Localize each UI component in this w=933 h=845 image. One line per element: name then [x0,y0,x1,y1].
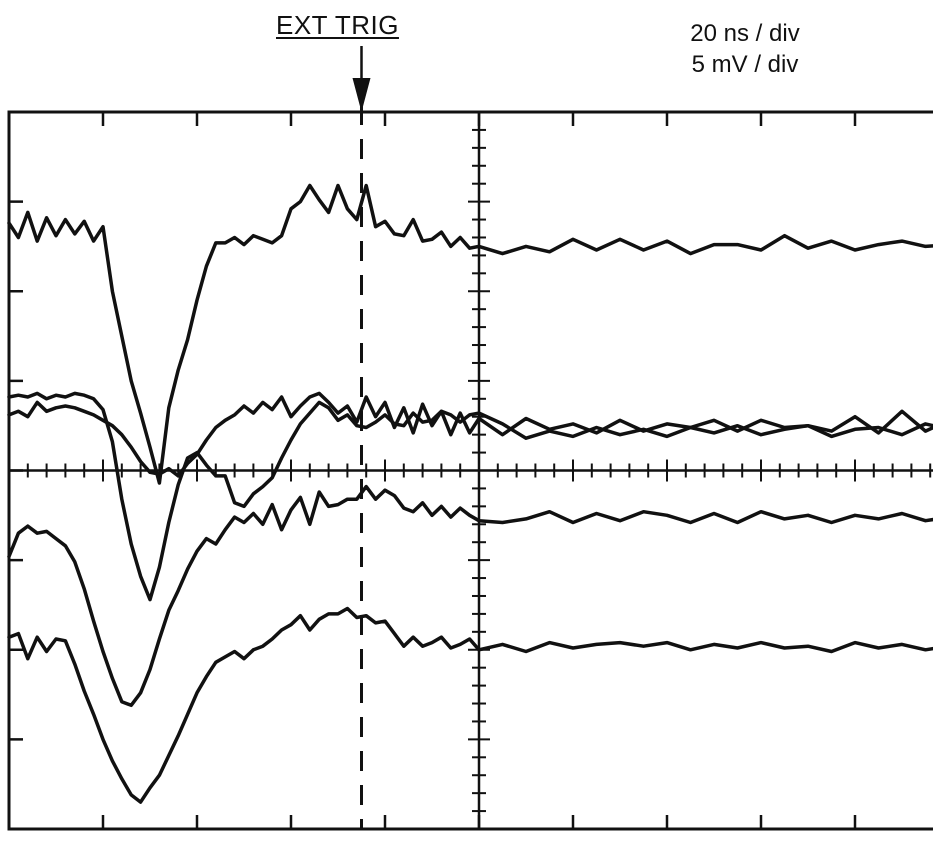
volt-scale-label: 5 mV / div [691,51,799,78]
trace-1 [7,183,933,485]
scale-readout: 20 ns / div 5 mV / div [640,18,850,80]
trace-3 [7,391,933,602]
screen-frame [7,110,933,831]
trace-4 [7,484,933,708]
traces [7,183,933,804]
trace-5 [7,606,933,804]
ext-trig-label: EXT TRIG [276,10,399,40]
trigger-marker [352,46,371,829]
time-scale-label: 20 ns / div [690,20,800,47]
trigger-arrowhead [352,78,371,112]
trace-2 [7,391,933,478]
